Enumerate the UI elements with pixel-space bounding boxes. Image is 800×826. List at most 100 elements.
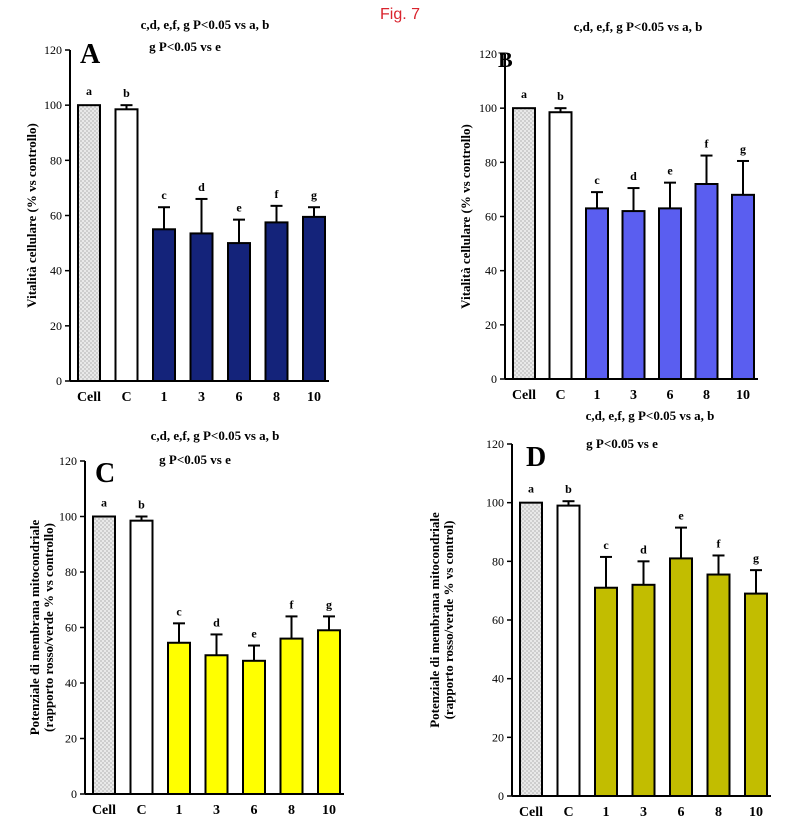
significance-note: c,d, e,f, g P<0.05 vs a, b bbox=[574, 19, 703, 34]
x-tick-label: 8 bbox=[703, 388, 710, 403]
bar-cell bbox=[77, 104, 101, 383]
bar-cell bbox=[92, 515, 116, 795]
bar-letter: d bbox=[213, 615, 220, 629]
bar-letter: c bbox=[161, 188, 167, 202]
bar-8 bbox=[264, 221, 289, 382]
y-tick-label: 20 bbox=[50, 319, 62, 333]
bar-letter: d bbox=[630, 169, 637, 183]
y-tick-label: 40 bbox=[65, 676, 77, 690]
bar-1 bbox=[585, 207, 609, 380]
x-tick-label: 1 bbox=[176, 803, 183, 818]
significance-note: g P<0.05 vs e bbox=[149, 39, 221, 54]
y-tick-label: 100 bbox=[479, 101, 497, 115]
y-tick-label: 100 bbox=[486, 496, 504, 510]
y-tick-label: 20 bbox=[492, 730, 504, 744]
y-tick-label: 60 bbox=[50, 209, 62, 223]
x-tick-label: Cell bbox=[512, 388, 536, 403]
y-tick-label: 60 bbox=[492, 613, 504, 627]
y-tick-label: 40 bbox=[50, 264, 62, 278]
bar-c bbox=[548, 111, 573, 381]
y-tick-label: 20 bbox=[65, 732, 77, 746]
bar-8 bbox=[706, 573, 731, 797]
x-tick-label: 8 bbox=[715, 805, 722, 820]
x-tick-label: C bbox=[555, 388, 565, 403]
x-tick-label: 10 bbox=[322, 803, 336, 818]
x-tick-label: Cell bbox=[519, 805, 543, 820]
y-axis-label: Potenziale di membrana mitocondriale bbox=[427, 512, 442, 728]
panel-letter: A bbox=[80, 39, 101, 70]
bar-3 bbox=[189, 232, 214, 382]
bar-letter: a bbox=[528, 482, 534, 496]
bar-cell bbox=[512, 107, 536, 381]
bar-letter: e bbox=[678, 509, 684, 523]
y-tick-label: 0 bbox=[71, 787, 77, 801]
y-tick-label: 0 bbox=[498, 789, 504, 803]
y-tick-label: 120 bbox=[479, 47, 497, 61]
x-tick-label: 8 bbox=[288, 803, 295, 818]
bar-6 bbox=[227, 242, 251, 382]
significance-note: c,d, e,f, g P<0.05 vs a, b bbox=[141, 17, 270, 32]
bar-1 bbox=[152, 228, 176, 382]
chart-panel-d: Dc,d, e,f, g P<0.05 vs a, b g P<0.05 vs e… bbox=[427, 408, 771, 820]
x-tick-label: 8 bbox=[273, 390, 280, 405]
chart-panel-b: Bc,d, e,f, g P<0.05 vs a, b0204060801001… bbox=[458, 19, 758, 403]
bar-10 bbox=[302, 215, 326, 382]
bar-3 bbox=[621, 210, 646, 380]
y-tick-label: 120 bbox=[44, 43, 62, 57]
panel-letter: C bbox=[95, 458, 115, 489]
bar-letter: c bbox=[603, 538, 609, 552]
y-tick-label: 20 bbox=[485, 318, 497, 332]
bar-letter: c bbox=[594, 173, 600, 187]
x-tick-label: 1 bbox=[594, 388, 601, 403]
x-tick-label: Cell bbox=[92, 803, 116, 818]
bar-letter: d bbox=[198, 180, 205, 194]
y-tick-label: 40 bbox=[492, 672, 504, 686]
y-axis-label: (rapporto rosso/verde % vs control) bbox=[441, 521, 456, 720]
bar-1 bbox=[594, 586, 618, 797]
bar-letter: a bbox=[86, 84, 92, 98]
bar-6 bbox=[669, 557, 693, 798]
bar-c bbox=[129, 519, 154, 795]
y-axis-label: (rapporto rosso/verde % vs controllo) bbox=[41, 523, 56, 732]
y-tick-label: 60 bbox=[65, 621, 77, 635]
bar-8 bbox=[694, 183, 719, 380]
bar-letter: f bbox=[705, 137, 710, 151]
y-tick-label: 0 bbox=[491, 372, 497, 386]
bar-letter: d bbox=[640, 542, 647, 556]
x-tick-label: C bbox=[121, 390, 131, 405]
bar-letter: a bbox=[521, 87, 527, 101]
x-tick-label: 6 bbox=[667, 388, 674, 403]
bar-letter: g bbox=[326, 597, 332, 611]
x-tick-label: 10 bbox=[749, 805, 763, 820]
y-tick-label: 120 bbox=[486, 437, 504, 451]
panel-letter: D bbox=[526, 442, 546, 473]
x-tick-label: Cell bbox=[77, 390, 101, 405]
y-tick-label: 60 bbox=[485, 210, 497, 224]
y-tick-label: 80 bbox=[50, 153, 62, 167]
x-tick-label: C bbox=[563, 805, 573, 820]
bar-6 bbox=[242, 659, 266, 795]
x-tick-label: 3 bbox=[198, 390, 205, 405]
bar-letter: g bbox=[740, 142, 746, 156]
x-tick-label: 6 bbox=[251, 803, 258, 818]
x-tick-label: 1 bbox=[603, 805, 610, 820]
bar-letter: e bbox=[251, 627, 257, 641]
y-tick-label: 80 bbox=[492, 554, 504, 568]
bar-letter: b bbox=[565, 482, 572, 496]
y-tick-label: 100 bbox=[59, 510, 77, 524]
significance-note: g P<0.05 vs e bbox=[586, 436, 658, 451]
bar-letter: a bbox=[101, 496, 107, 510]
y-axis-label: Vitalità cellulare (% vs controllo) bbox=[24, 123, 39, 308]
y-tick-label: 80 bbox=[485, 155, 497, 169]
bar-c bbox=[556, 504, 581, 797]
significance-note: c,d, e,f, g P<0.05 vs a, b bbox=[151, 428, 280, 443]
x-tick-label: 6 bbox=[236, 390, 243, 405]
bar-10 bbox=[317, 629, 341, 796]
x-tick-label: C bbox=[136, 803, 146, 818]
x-tick-label: 3 bbox=[640, 805, 647, 820]
bar-10 bbox=[731, 193, 755, 380]
bar-3 bbox=[631, 583, 656, 797]
bar-letter: f bbox=[275, 187, 280, 201]
bar-letter: g bbox=[753, 551, 759, 565]
